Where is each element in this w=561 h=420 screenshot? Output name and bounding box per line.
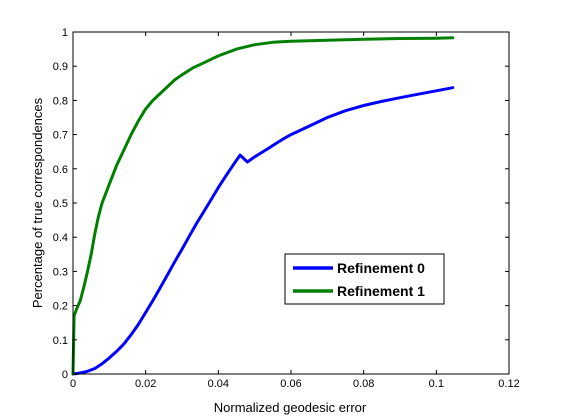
y-tick-label: 0.9 — [53, 61, 68, 73]
x-tick-label: 0.04 — [208, 378, 229, 390]
y-tick-label: 0 — [62, 369, 68, 381]
x-tick-label: 0.12 — [498, 378, 519, 390]
legend: Refinement 0 Refinement 1 — [284, 253, 445, 305]
x-tick-label: 0.06 — [280, 378, 301, 390]
y-axis-label: Percentage of true correspondences — [30, 97, 45, 308]
x-tick-label: 0.08 — [353, 378, 374, 390]
y-tick-label: 0.2 — [53, 301, 68, 313]
y-tick-label: 0.8 — [53, 95, 68, 107]
legend-label-refinement-1: Refinement 1 — [337, 283, 425, 299]
axes-layer: 0 0.02 0.04 0.06 0.08 0.1 0.12 0 0.1 0.2 0.3 0.4 0.5… — [53, 27, 520, 390]
legend-label-refinement-0: Refinement 0 — [337, 260, 425, 276]
series-line-1 — [71, 36, 455, 376]
x-tick-label: 0 — [70, 378, 76, 390]
y-tick-label: 0.1 — [53, 335, 68, 347]
y-tick-label: 0.4 — [53, 232, 68, 244]
series-layer — [71, 36, 455, 376]
y-tick-label: 1 — [62, 27, 68, 39]
x-axis-label: Normalized geodesic error — [214, 400, 367, 415]
y-tick-label: 0.3 — [53, 266, 68, 278]
y-tick-label: 0.6 — [53, 164, 68, 176]
y-tick-label: 0.5 — [53, 198, 68, 210]
plot-background — [73, 32, 509, 374]
x-tick-label: 0.1 — [429, 378, 444, 390]
x-tick-label: 0.02 — [135, 378, 156, 390]
y-tick-label: 0.7 — [53, 130, 68, 142]
plot-area — [73, 32, 509, 374]
legend-box — [284, 253, 445, 305]
series-line-0 — [71, 86, 455, 376]
